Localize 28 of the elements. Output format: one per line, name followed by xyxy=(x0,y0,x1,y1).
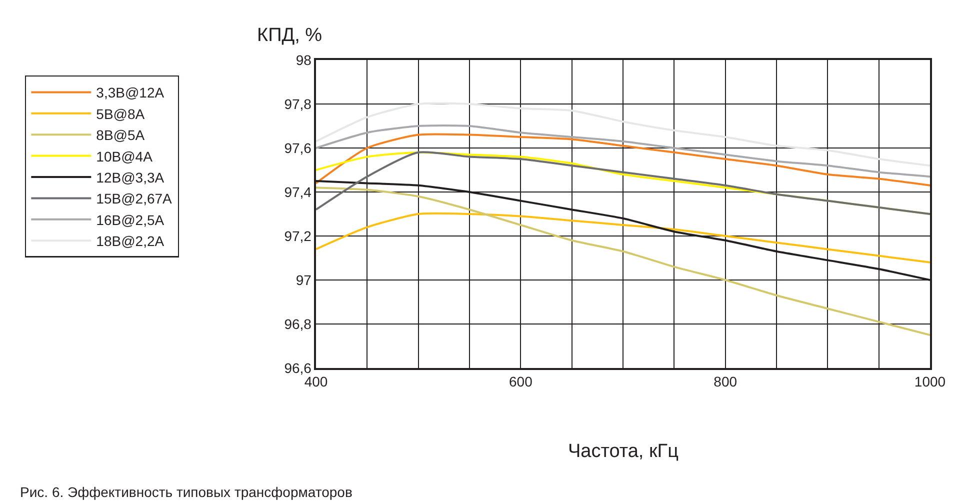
y-tick-label: 96,8 xyxy=(284,316,312,332)
x-tick-label: 400 xyxy=(304,374,328,390)
legend-label: 8B@5A xyxy=(96,127,146,144)
y-tick-label: 97 xyxy=(296,272,312,288)
legend-label: 5B@8A xyxy=(96,106,146,122)
x-axis-title: Частота, кГц xyxy=(568,441,679,462)
line-series xyxy=(316,151,930,215)
y-tick-label: 97,4 xyxy=(284,184,312,200)
y-tick-label: 96,6 xyxy=(284,360,312,376)
y-tick-label: 97,6 xyxy=(284,140,312,156)
legend-label: 15B@2,67A xyxy=(96,190,173,207)
legend-label: 18B@2,2A xyxy=(96,233,165,250)
legend-label: 3,3B@12A xyxy=(96,84,165,101)
line-series xyxy=(316,102,930,167)
line-series xyxy=(316,133,930,186)
line-series xyxy=(316,212,930,264)
y-tick-label: 98 xyxy=(296,52,312,68)
x-tick-label: 1000 xyxy=(914,374,946,390)
x-tick-label: 600 xyxy=(508,374,533,390)
legend-label: 12B@3,3A xyxy=(96,169,165,186)
y-axis-title: КПД, % xyxy=(257,25,322,46)
legend-label: 10B@4A xyxy=(96,148,154,164)
y-tick-label: 97,8 xyxy=(284,96,312,112)
legend-label: 16B@2,5A xyxy=(96,212,165,228)
line-series xyxy=(316,124,930,178)
x-tick-label: 800 xyxy=(714,374,738,390)
y-tick-label: 97,2 xyxy=(284,228,312,244)
text: Рис. 6. Эффективность типовых трансформаторов xyxy=(20,484,352,500)
